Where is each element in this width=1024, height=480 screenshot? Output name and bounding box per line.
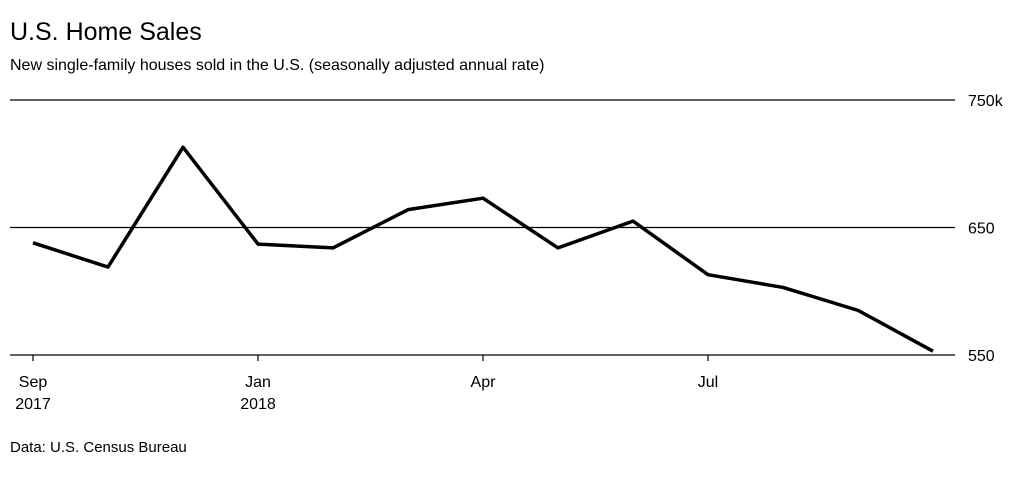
x-tick-label: Jan 2018 [240, 374, 276, 413]
y-tick-label: 750k [968, 93, 1004, 110]
chart-subtitle: New single-family houses sold in the U.S… [10, 57, 545, 74]
y-tick-label: 650 [968, 221, 995, 238]
chart-title: U.S. Home Sales [10, 18, 202, 46]
y-tick-label: 550 [968, 348, 995, 365]
line [32, 145, 934, 353]
x-tick-label: Apr [471, 374, 497, 391]
source: Data: U.S. Census Bureau [10, 439, 187, 456]
x-tick-label: Jul [698, 374, 718, 391]
x-tick-label: Sep 2017 [15, 374, 51, 413]
